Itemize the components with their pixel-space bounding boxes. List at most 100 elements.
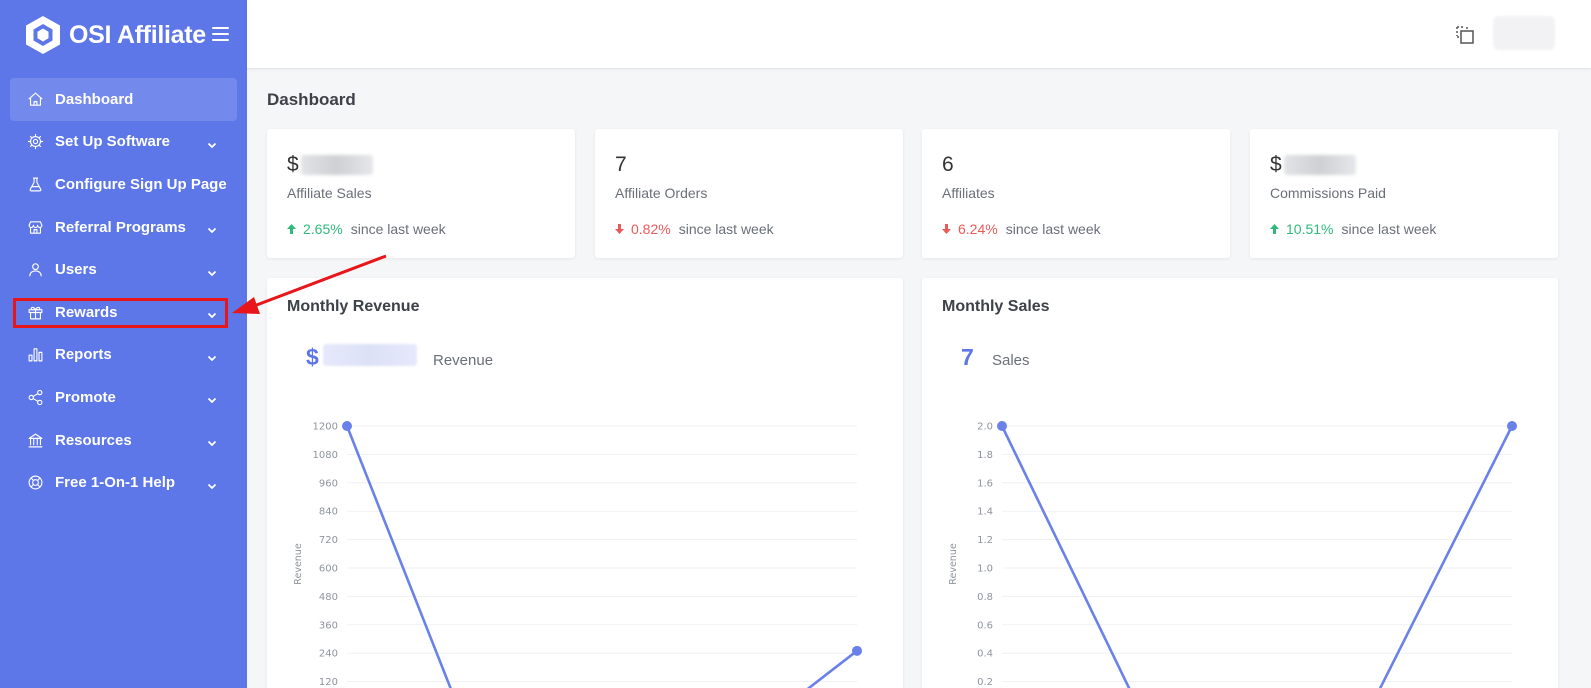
revenue-line-chart: 1200 1080 960 840 720 600 480 360 240 120 Revenue bbox=[293, 421, 862, 688]
arrow-down-icon bbox=[615, 224, 624, 234]
stat-label: Affiliate Sales bbox=[287, 185, 372, 201]
stat-value: $ bbox=[287, 153, 373, 177]
y-tick-label: 1080 bbox=[313, 450, 338, 461]
y-tick-label: 360 bbox=[319, 620, 338, 631]
y-tick-label: 1.2 bbox=[977, 535, 993, 546]
data-point[interactable] bbox=[852, 645, 862, 656]
sidebar-item-configure-sign-up-page[interactable]: Configure Sign Up Page bbox=[10, 163, 237, 206]
chevron-down-icon bbox=[207, 265, 217, 276]
stat-change: 10.51% since last week bbox=[1270, 221, 1436, 237]
chevron-down-icon bbox=[207, 350, 217, 362]
share-icon bbox=[27, 389, 44, 406]
stat-card-affiliate-orders: 7 Affiliate Orders 0.82% since last week bbox=[595, 129, 903, 258]
y-tick-label: 720 bbox=[319, 535, 338, 546]
arrow-up-icon bbox=[287, 224, 296, 234]
chart-title: Monthly Revenue bbox=[287, 298, 420, 315]
stat-value: $ bbox=[1270, 153, 1356, 177]
gift-icon bbox=[27, 304, 44, 321]
home-icon bbox=[27, 91, 44, 108]
series-line bbox=[1000, 425, 1514, 688]
redacted-value bbox=[1283, 155, 1356, 175]
stat-card-commissions-paid: $ Commissions Paid 10.51% since last week bbox=[1250, 129, 1558, 258]
redacted-value bbox=[300, 155, 373, 175]
bar-chart-icon bbox=[27, 346, 44, 363]
redacted-revenue-value bbox=[323, 344, 417, 366]
sidebar-item-label: Free 1-On-1 Help bbox=[55, 474, 176, 492]
y-axis-label: Revenue bbox=[293, 543, 304, 585]
sidebar-item-users[interactable]: Users bbox=[10, 248, 237, 291]
stat-value: 6 bbox=[942, 153, 954, 176]
sidebar-item-set-up-software[interactable]: Set Up Software bbox=[10, 121, 237, 164]
sidebar-nav: Dashboard Set Up Software Configure Sign… bbox=[10, 78, 237, 504]
revenue-label: Revenue bbox=[433, 352, 494, 369]
stat-value: 7 bbox=[615, 153, 627, 176]
sidebar-item-promote[interactable]: Promote bbox=[10, 376, 237, 419]
sidebar-item-label: Configure Sign Up Page bbox=[55, 175, 227, 193]
sidebar-item-label: Referral Programs bbox=[55, 218, 186, 236]
chevron-down-icon bbox=[207, 478, 217, 489]
menu-toggle-icon[interactable] bbox=[212, 27, 229, 41]
sales-label: Sales bbox=[992, 352, 1030, 369]
topbar bbox=[247, 0, 1591, 69]
y-tick-label: 1.6 bbox=[977, 478, 993, 489]
sidebar-item-label: Dashboard bbox=[55, 90, 134, 108]
bank-icon bbox=[27, 432, 44, 449]
sidebar-item-rewards[interactable]: Rewards bbox=[10, 291, 237, 334]
chevron-down-icon bbox=[207, 392, 217, 404]
user-profile-avatar[interactable] bbox=[1493, 16, 1555, 50]
gear-icon bbox=[27, 133, 44, 150]
sidebar-item-label: Users bbox=[55, 261, 97, 279]
stat-card-affiliate-sales: $ Affiliate Sales 2.65% since last week bbox=[267, 129, 575, 258]
stat-change: 6.24% since last week bbox=[942, 221, 1101, 237]
chevron-down-icon bbox=[207, 307, 217, 319]
brand[interactable]: OSI Affiliate bbox=[24, 14, 206, 56]
page-title: Dashboard bbox=[267, 90, 356, 109]
osi-logo-icon bbox=[26, 16, 60, 54]
data-point[interactable] bbox=[997, 421, 1007, 431]
y-tick-label: 0.6 bbox=[977, 620, 993, 631]
stat-label: Affiliates bbox=[942, 185, 995, 201]
arrow-up-icon bbox=[1270, 224, 1279, 234]
sidebar-item-reports[interactable]: Reports bbox=[10, 334, 237, 377]
app-name: OSI Affiliate bbox=[69, 20, 206, 49]
fullscreen-icon[interactable] bbox=[1455, 25, 1475, 45]
sidebar-item-label: Promote bbox=[55, 388, 116, 406]
sales-line-chart: 2.0 1.8 1.6 1.4 1.2 1.0 0.8 0.6 0.4 0.2 Revenue bbox=[948, 421, 1517, 688]
sidebar-item-label: Reports bbox=[55, 346, 112, 364]
stat-card-affiliates: 6 Affiliates 6.24% since last week bbox=[922, 129, 1230, 258]
chevron-down-icon bbox=[207, 137, 217, 149]
sidebar-item-label: Set Up Software bbox=[55, 133, 171, 151]
y-tick-label: 1.4 bbox=[977, 507, 993, 518]
y-tick-label: 0.2 bbox=[977, 677, 993, 688]
data-point[interactable] bbox=[1507, 421, 1517, 431]
chart-title: Monthly Sales bbox=[942, 298, 1050, 315]
stat-change: 2.65% since last week bbox=[287, 221, 446, 237]
chevron-down-icon bbox=[207, 222, 217, 234]
lifebuoy-icon bbox=[27, 474, 44, 491]
y-tick-label: 1.0 bbox=[977, 564, 993, 575]
stat-change: 0.82% since last week bbox=[615, 221, 774, 237]
y-tick-label: 1.8 bbox=[977, 450, 993, 461]
y-tick-label: 840 bbox=[319, 507, 338, 518]
flask-icon bbox=[27, 176, 44, 193]
data-point[interactable] bbox=[342, 421, 352, 431]
y-tick-label: 240 bbox=[319, 649, 338, 660]
y-tick-label: 600 bbox=[319, 564, 338, 575]
sidebar-item-resources[interactable]: Resources bbox=[10, 419, 237, 462]
chevron-down-icon bbox=[207, 435, 217, 447]
sidebar-item-referral-programs[interactable]: Referral Programs bbox=[10, 206, 237, 249]
y-tick-label: 960 bbox=[319, 478, 338, 489]
y-tick-label: 0.4 bbox=[977, 649, 993, 660]
sidebar: OSI Affiliate Dashboard Set Up Software … bbox=[0, 0, 247, 688]
sidebar-item-dashboard[interactable]: Dashboard bbox=[10, 78, 237, 121]
y-tick-label: 120 bbox=[319, 677, 338, 688]
stat-label: Commissions Paid bbox=[1270, 185, 1386, 201]
sidebar-item-label: Rewards bbox=[55, 303, 118, 321]
monthly-sales-card: Monthly Sales 7 Sales 2.0 1.8 1.6 1.4 1.2 1.0… bbox=[922, 278, 1558, 688]
stat-label: Affiliate Orders bbox=[615, 185, 708, 201]
series-line bbox=[345, 425, 858, 688]
user-icon bbox=[27, 261, 44, 278]
sidebar-item-free-help[interactable]: Free 1-On-1 Help bbox=[10, 461, 237, 504]
y-tick-label: 1200 bbox=[313, 422, 338, 433]
